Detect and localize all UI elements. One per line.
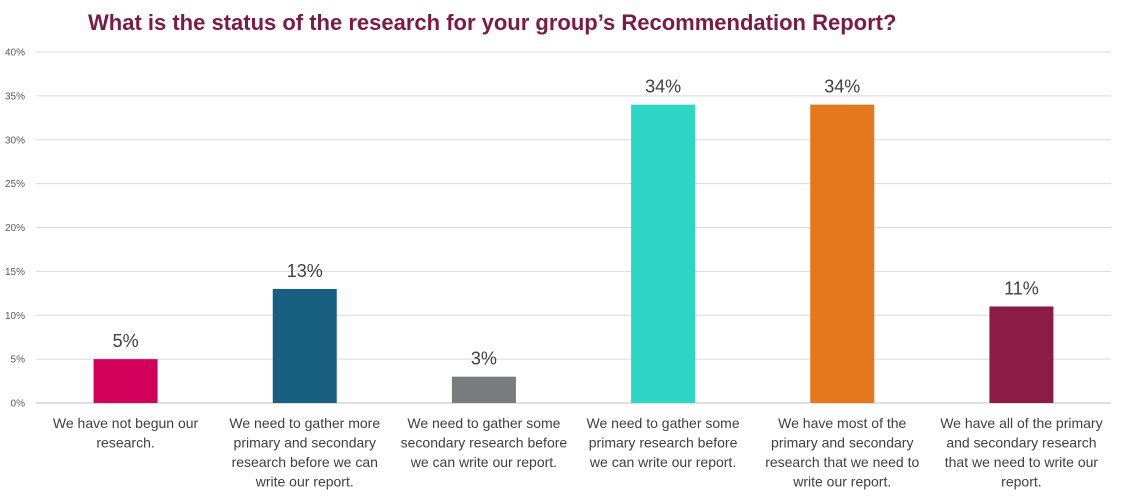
y-tick-label: 30% <box>5 135 25 146</box>
category-label-line: We have all of the primary <box>940 415 1102 431</box>
category-label-line: we can write our report. <box>589 454 736 470</box>
bar <box>810 104 875 404</box>
category-label-line: research that we need to <box>765 454 919 470</box>
category-label-line: write our report. <box>792 474 891 490</box>
bar <box>93 359 158 403</box>
y-tick-label: 40% <box>5 48 25 59</box>
category-label: We have most of the primary and secondary… <box>765 415 919 490</box>
data-label: 34% <box>824 77 860 97</box>
data-label: 13% <box>287 261 323 281</box>
bar <box>272 288 337 403</box>
category-label: We have all of the primary and secondary … <box>940 415 1102 490</box>
category-label-line: We have most of the <box>778 415 906 431</box>
chart-title: What is the status of the research for y… <box>88 10 897 35</box>
category-label-line: We need to gather more <box>229 415 380 431</box>
category-label-line: report. <box>1001 474 1041 490</box>
category-label: We need to gather more primary and second… <box>229 415 380 490</box>
category-label-line: write our report. <box>255 474 354 490</box>
data-label: 5% <box>113 331 139 351</box>
category-label-line: primary and secondary <box>234 435 376 451</box>
category-label-line: research. <box>96 435 154 451</box>
category-label: We have not begun our research. <box>53 415 199 451</box>
category-label-line: We have not begun our <box>53 415 199 431</box>
category-label-line: research before we can <box>232 454 378 470</box>
category-label-line: primary and secondary <box>771 435 913 451</box>
data-label: 3% <box>471 349 497 369</box>
category-label: We need to gather some secondary research… <box>401 415 568 470</box>
bar <box>631 104 696 404</box>
bar <box>989 306 1054 403</box>
category-label-line: secondary research before <box>401 435 568 451</box>
y-tick-label: 0% <box>11 399 26 410</box>
category-label-line: that we need to write our <box>945 454 1099 470</box>
y-tick-label: 35% <box>5 91 25 102</box>
category-label-line: We need to gather some <box>587 415 740 431</box>
category-label-line: We need to gather some <box>407 415 560 431</box>
y-tick-label: 25% <box>5 179 25 190</box>
y-tick-label: 15% <box>5 267 25 278</box>
y-tick-label: 5% <box>11 355 26 366</box>
category-label: We need to gather some primary research b… <box>587 415 740 470</box>
data-label: 34% <box>645 77 681 97</box>
y-tick-label: 10% <box>5 311 25 322</box>
category-label-line: we can write our report. <box>410 454 557 470</box>
category-label-line: primary research before <box>589 435 738 451</box>
y-tick-label: 20% <box>5 223 25 234</box>
data-label: 11% <box>1004 278 1039 298</box>
category-label-line: and secondary research <box>946 435 1096 451</box>
bar <box>451 376 516 403</box>
